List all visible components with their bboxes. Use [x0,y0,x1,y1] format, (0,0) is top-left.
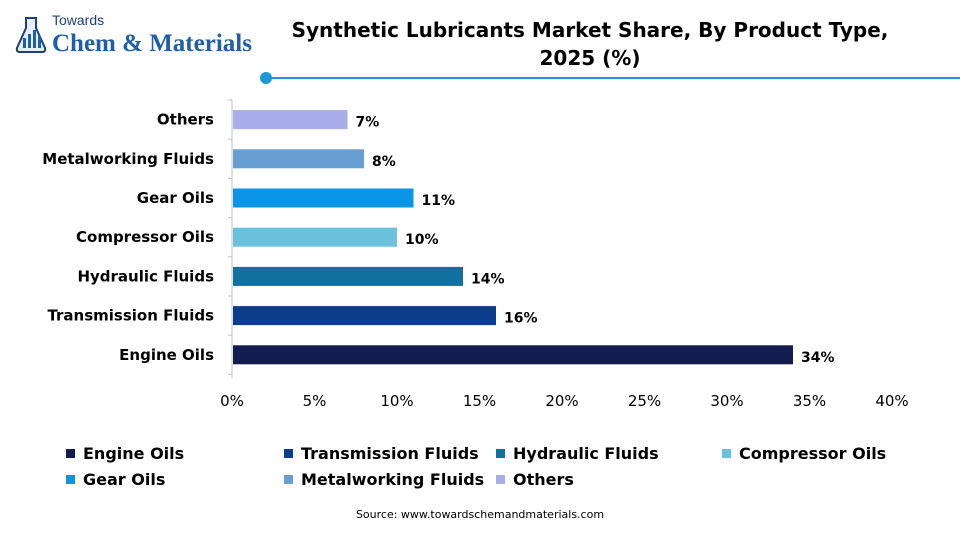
y-tick-label: Others [157,111,214,129]
x-tick-label: 25% [628,392,661,410]
y-tick-label: Compressor Oils [76,228,214,246]
y-tick-label: Engine Oils [119,346,214,364]
x-tick-label: 30% [710,392,743,410]
legend-label: Metalworking Fluids [301,470,485,489]
data-label: 14% [471,271,505,287]
legend-item-gear-oils: Gear Oils [66,470,165,489]
data-label: 34% [801,350,835,366]
legend-item-metalworking-fluids: Metalworking Fluids [284,470,484,489]
data-label: 7% [356,115,380,131]
legend-item-compressor-oils: Compressor Oils [722,444,886,463]
y-tick-label: Hydraulic Fluids [77,267,214,285]
bar-hydraulic-fluids [233,266,463,286]
data-label: 10% [405,232,439,248]
x-tick-label: 10% [380,392,413,410]
logo-text-chem-materials: Chem & Materials [52,30,252,57]
legend-swatch [496,449,505,458]
legend-label: Hydraulic Fluids [513,444,659,463]
legend-label: Engine Oils [83,444,185,463]
data-label: 11% [422,193,456,209]
x-tick-label: 0% [220,392,244,410]
y-tick-label: Gear Oils [137,189,214,207]
bar-transmission-fluids [233,306,496,326]
legend-swatch [284,449,293,458]
legend-swatch [66,475,75,484]
x-tick-label: 35% [793,392,826,410]
legend-label: Compressor Oils [739,444,887,463]
legend-label: Others [513,470,574,489]
legend-swatch [284,475,293,484]
data-label: 16% [504,311,538,327]
legend-item-others: Others [496,470,574,489]
legend-item-transmission-fluids: Transmission Fluids [284,444,479,463]
logo-text-towards: Towards [52,12,105,28]
y-tick-label: Metalworking Fluids [42,150,214,168]
chart-legend: Engine Oils Transmission Fluids Hydraulic … [66,444,946,500]
legend-label: Transmission Fluids [301,444,479,463]
chart-title-line1: Synthetic Lubricants Market Share, By Pr… [291,18,889,42]
y-tick-label: Transmission Fluids [47,307,214,325]
bar-gear-oils [233,188,414,208]
bar-chart: Engine Oils 34% Transmission Fluids 16% Hydr… [42,99,909,410]
title-underline [260,72,960,84]
data-label: 8% [372,154,396,170]
legend-label: Gear Oils [83,470,166,489]
legend-item-engine-oils: Engine Oils [66,444,184,463]
x-tick-label: 15% [463,392,496,410]
bar-engine-oils [233,345,793,365]
x-tick-label: 40% [875,392,908,410]
legend-swatch [496,475,505,484]
source-note: Source: www.towardschemandmaterials.com [355,508,605,521]
x-tick-label: 5% [303,392,327,410]
bar-compressor-oils [233,227,397,247]
legend-swatch [722,449,731,458]
legend-swatch [66,449,75,458]
chart-title-line2: 2025 (%) [539,46,641,70]
legend-item-hydraulic-fluids: Hydraulic Fluids [496,444,659,463]
flask-logo-icon [15,17,47,53]
brand-logo: Towards Chem & Materials [14,10,254,66]
bar-others [233,110,348,130]
x-tick-label: 20% [545,392,578,410]
chart-title: Synthetic Lubricants Market Share, By Pr… [280,16,900,72]
bar-metalworking-fluids [233,149,364,169]
